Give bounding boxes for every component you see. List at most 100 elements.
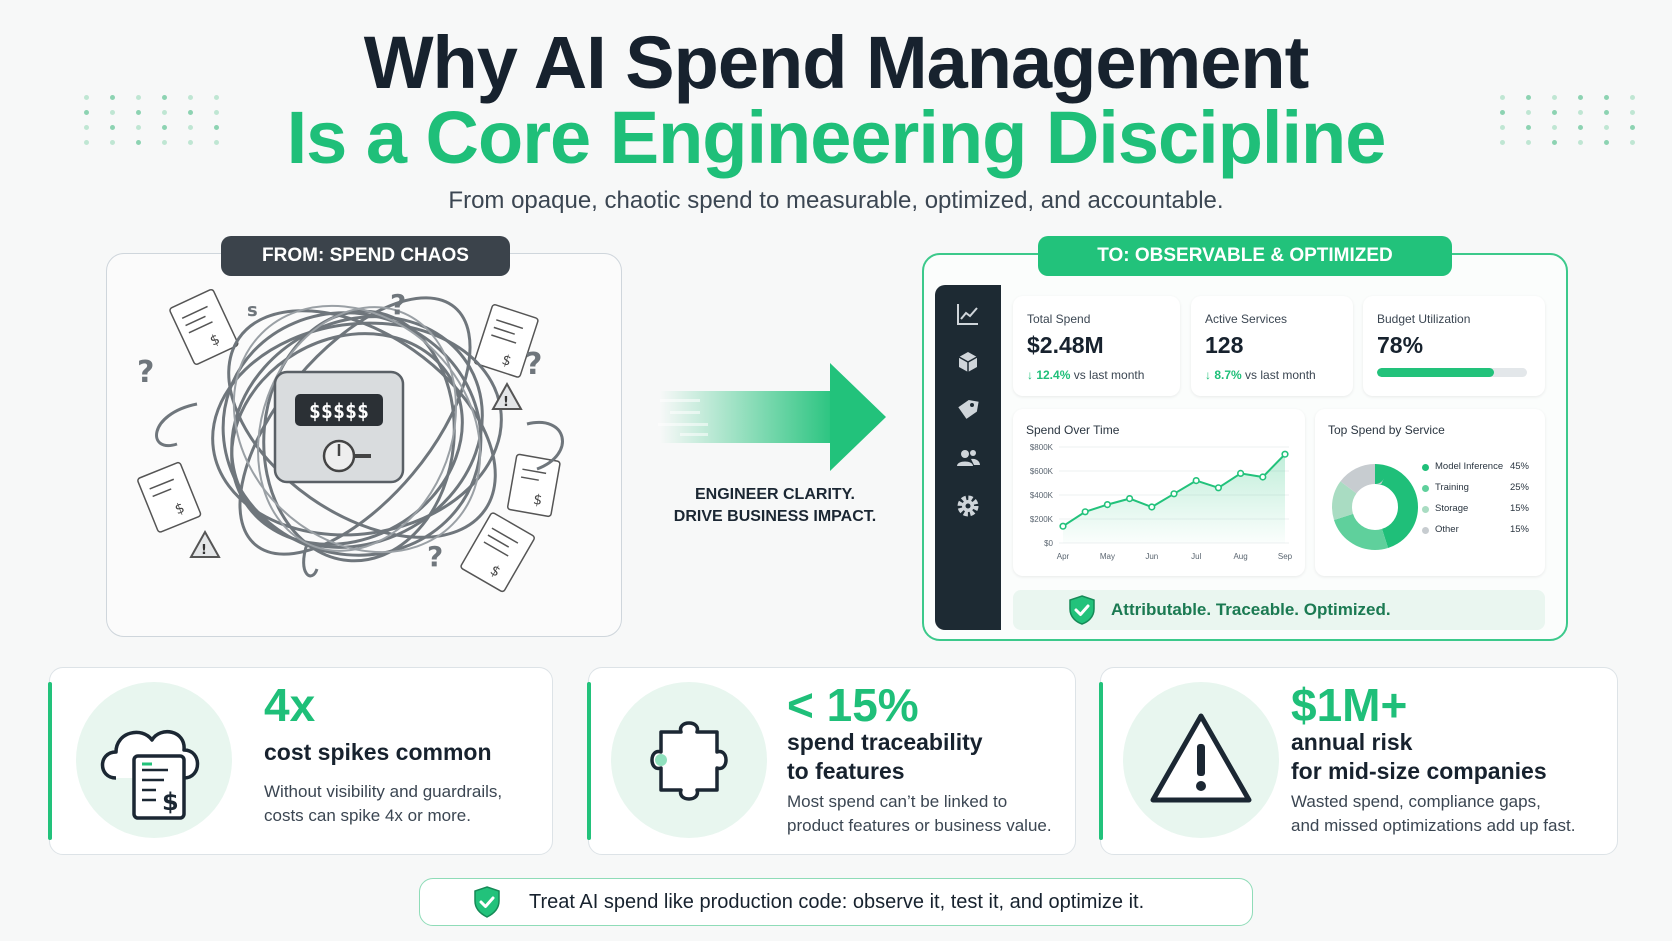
legend-item: Storage 15%	[1422, 503, 1529, 517]
top-spend-card: Top Spend by Service Model Inference 45% T…	[1315, 409, 1545, 576]
stat-card-traceability: < 15% spend traceability to features Mos…	[587, 667, 1076, 855]
stat-card-annual-risk: $1M+ annual risk for mid-size companies …	[1099, 667, 1618, 855]
svg-text:?: ?	[137, 355, 154, 390]
page-title-line1: Why AI Spend Management	[363, 21, 1310, 104]
chart-title: Top Spend by Service	[1328, 423, 1445, 437]
x-tick-label: Aug	[1233, 552, 1247, 561]
svg-text:$: $	[532, 492, 544, 509]
stat-body: Most spend can’t be linked to product fe…	[787, 790, 1052, 838]
data-point	[1192, 476, 1200, 485]
svg-text:$: $	[162, 788, 179, 816]
data-point	[1103, 500, 1111, 509]
to-pill: TO: OBSERVABLE & OPTIMIZED	[1038, 236, 1452, 276]
shield-check-icon	[474, 886, 500, 918]
stat-body-line2: product features or business value.	[787, 816, 1052, 835]
users-icon[interactable]	[955, 445, 981, 471]
kpi-value: 128	[1205, 332, 1244, 358]
meter-display: $$$$$	[309, 399, 369, 423]
data-point	[1237, 469, 1245, 478]
transition-caption: ENGINEER CLARITY. DRIVE BUSINESS IMPACT.	[640, 484, 910, 528]
dot-grid-right	[1500, 95, 1646, 145]
cloud-invoice-icon: $	[100, 729, 200, 820]
legend-percent: 25%	[1509, 482, 1529, 493]
cube-icon[interactable]	[955, 349, 981, 375]
dot-grid-left	[84, 95, 230, 145]
stat-accent	[1099, 682, 1103, 840]
tangled-cables-icon	[155, 296, 564, 578]
kpi-active-services[interactable]: Active Services 128 ↓ 8.7% vs last month	[1191, 296, 1353, 396]
stat-body-line1: Most spend can’t be linked to	[787, 792, 1008, 811]
legend-swatch	[1422, 506, 1429, 513]
kpi-value: 78%	[1377, 332, 1424, 358]
chart-line-icon[interactable]	[955, 301, 981, 327]
transition-line1: ENGINEER CLARITY.	[694, 486, 855, 503]
data-point	[1081, 508, 1089, 516]
from-panel: $ $ $ $ $	[106, 253, 622, 637]
puzzle-piece-icon	[650, 721, 728, 801]
stat-heading-line1: spend traceability	[787, 729, 983, 755]
x-tick-label: May	[1100, 552, 1115, 561]
spend-line-chart: $800K $600K $400K $200K $0 Apr May Jun Jul Aug Sep	[1030, 443, 1293, 561]
from-pill: FROM: SPEND CHAOS	[221, 236, 510, 276]
kpi-delta-suffix: vs last month	[1073, 368, 1145, 382]
kpi-delta: ↓ 8.7% vs last month	[1205, 368, 1316, 382]
warning-icon	[189, 381, 523, 558]
gear-icon[interactable]	[955, 493, 981, 519]
legend-percent: 15%	[1509, 524, 1529, 535]
legend-swatch	[1422, 527, 1429, 534]
bottom-banner: Treat AI spend like production code: obs…	[419, 878, 1253, 926]
spend-over-time-card: Spend Over Time $800K $600K $400K $200K $0 Ap…	[1013, 409, 1305, 576]
legend-percent: 15%	[1509, 503, 1529, 514]
stat-value: < 15%	[787, 679, 919, 731]
donut-slice	[1332, 464, 1418, 550]
stat-body: Wasted spend, compliance gaps, and misse…	[1291, 790, 1575, 838]
stat-heading: annual risk for mid-size companies	[1291, 728, 1547, 786]
dashboard-footer: Attributable. Traceable. Optimized.	[1013, 590, 1545, 630]
y-tick-label: $200K	[1030, 515, 1054, 524]
stat-body: Without visibility and guardrails, costs…	[264, 780, 502, 828]
legend-item: Other 15%	[1422, 524, 1529, 538]
budget-progress-bar	[1377, 368, 1527, 377]
legend-swatch	[1422, 485, 1429, 492]
kpi-delta: ↓ 12.4% vs last month	[1027, 368, 1144, 382]
series-area	[1063, 454, 1285, 543]
stat-body-line2: and missed optimizations add up fast.	[1291, 816, 1576, 835]
stat-value: $1M+	[1291, 679, 1408, 731]
data-point	[1259, 473, 1267, 481]
stat-heading: spend traceability to features	[787, 728, 983, 786]
kpi-budget-utilization[interactable]: Budget Utilization 78%	[1363, 296, 1545, 396]
legend-label: Model Inference	[1435, 461, 1504, 472]
y-tick-label: $600K	[1030, 467, 1054, 476]
kpi-total-spend[interactable]: Total Spend $2.48M ↓ 12.4% vs last month	[1013, 296, 1180, 396]
legend-label: Storage	[1435, 503, 1469, 514]
budget-progress-fill	[1377, 368, 1494, 377]
chart-title: Spend Over Time	[1026, 423, 1120, 437]
stat-heading-line2: to features	[787, 758, 905, 784]
service-donut-chart	[1332, 464, 1418, 550]
kpi-label: Total Spend	[1027, 312, 1091, 326]
data-point	[1125, 494, 1134, 503]
svg-text:?: ?	[390, 288, 406, 321]
svg-text:?: ?	[525, 347, 542, 382]
kpi-label: Active Services	[1205, 312, 1288, 326]
warning-icon	[1150, 713, 1252, 803]
donut-slice	[1332, 464, 1418, 550]
stat-heading-line1: annual risk	[1291, 729, 1413, 755]
page-title-line2: Is a Core Engineering Discipline	[286, 96, 1387, 179]
question-icon: ? ? ? ? s	[137, 288, 542, 573]
legend-label: Other	[1435, 524, 1459, 535]
transition-line2: DRIVE BUSINESS IMPACT.	[673, 508, 877, 525]
shield-check-icon	[1069, 595, 1095, 625]
legend-percent: 45%	[1509, 461, 1529, 472]
bottom-banner-text: Treat AI spend like production code: obs…	[529, 891, 1145, 913]
data-point	[1059, 522, 1067, 530]
stat-icon-circle	[611, 682, 767, 838]
x-tick-label: Apr	[1057, 552, 1070, 561]
page-subtitle: From opaque, chaotic spend to measurable…	[448, 187, 1224, 214]
y-tick-label: $0	[1044, 539, 1053, 548]
stat-accent	[48, 682, 52, 840]
data-point	[1214, 484, 1222, 492]
stat-heading-line2: for mid-size companies	[1291, 758, 1547, 784]
tag-icon[interactable]	[955, 397, 981, 423]
svg-text:s: s	[247, 300, 258, 321]
